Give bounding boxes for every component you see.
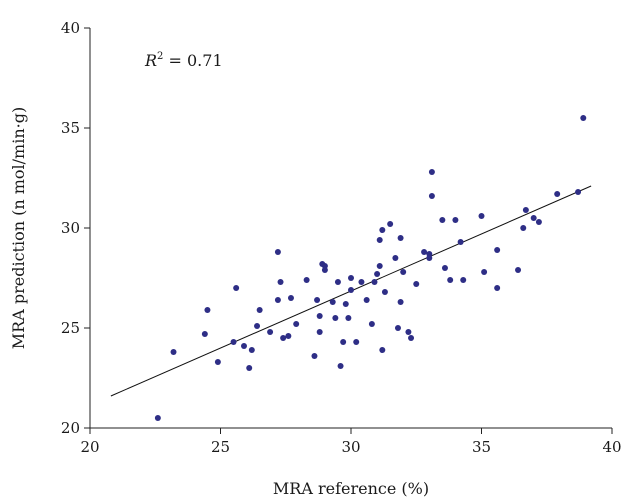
data-point bbox=[494, 247, 501, 253]
data-point bbox=[428, 169, 435, 175]
data-point bbox=[400, 269, 407, 275]
data-point bbox=[494, 285, 501, 291]
data-point bbox=[246, 365, 253, 371]
data-point bbox=[515, 267, 522, 273]
data-points bbox=[154, 115, 587, 421]
data-point bbox=[405, 329, 412, 335]
data-point bbox=[439, 217, 446, 223]
data-point bbox=[285, 333, 292, 339]
r-squared-superscript: 2 bbox=[157, 51, 163, 62]
x-tick-label: 30 bbox=[341, 438, 360, 456]
data-point bbox=[452, 217, 459, 223]
data-point bbox=[408, 335, 415, 341]
r-squared-annotation: R2 = 0.71 bbox=[144, 51, 223, 70]
data-point bbox=[274, 297, 281, 303]
data-point bbox=[274, 249, 281, 255]
data-point bbox=[394, 325, 401, 331]
data-point bbox=[392, 255, 399, 261]
data-point bbox=[353, 339, 360, 345]
data-point bbox=[280, 335, 287, 341]
data-point bbox=[348, 275, 354, 281]
data-point bbox=[316, 329, 323, 335]
x-tick-label: 35 bbox=[472, 438, 491, 456]
axes bbox=[89, 28, 612, 429]
data-point bbox=[447, 277, 454, 283]
data-point bbox=[345, 315, 352, 321]
data-point bbox=[240, 343, 247, 349]
data-point bbox=[374, 271, 381, 277]
data-point bbox=[387, 221, 394, 227]
data-point bbox=[248, 347, 255, 353]
data-point bbox=[580, 115, 587, 121]
data-point bbox=[214, 359, 221, 365]
data-point bbox=[267, 329, 274, 335]
data-point bbox=[397, 299, 404, 305]
data-point bbox=[332, 315, 339, 321]
y-tick-label: 20 bbox=[61, 419, 80, 437]
data-point bbox=[204, 307, 211, 313]
y-tick-label: 40 bbox=[61, 19, 80, 37]
data-point bbox=[368, 321, 375, 327]
data-point bbox=[575, 189, 582, 195]
data-point bbox=[303, 277, 310, 283]
r-squared-value: = 0.71 bbox=[163, 51, 222, 70]
data-point bbox=[342, 301, 349, 307]
data-point bbox=[379, 227, 386, 233]
data-point bbox=[376, 263, 383, 269]
data-point bbox=[230, 339, 237, 345]
data-point bbox=[348, 287, 354, 293]
data-point bbox=[256, 307, 263, 313]
data-point bbox=[233, 285, 240, 291]
data-point bbox=[520, 225, 527, 231]
data-point bbox=[254, 323, 261, 329]
data-point bbox=[441, 265, 448, 271]
data-point bbox=[522, 207, 529, 213]
data-point bbox=[554, 191, 561, 197]
data-point bbox=[154, 415, 161, 421]
y-tick-label: 35 bbox=[61, 119, 80, 137]
data-point bbox=[316, 313, 323, 319]
data-point bbox=[379, 347, 386, 353]
data-point bbox=[460, 277, 467, 283]
tick-labels: 20 25 30 35 40 20 25 30 35 40 bbox=[61, 19, 622, 456]
x-tick-label: 20 bbox=[80, 438, 99, 456]
data-point bbox=[340, 339, 347, 345]
data-point bbox=[311, 353, 318, 359]
data-point bbox=[337, 363, 344, 369]
data-point bbox=[170, 349, 177, 355]
x-axis-label: MRA reference (%) bbox=[273, 479, 429, 498]
y-tick-label: 30 bbox=[61, 219, 80, 237]
data-point bbox=[314, 297, 321, 303]
data-point bbox=[478, 213, 485, 219]
data-point bbox=[530, 215, 537, 221]
data-point bbox=[413, 281, 420, 287]
data-point bbox=[329, 299, 336, 305]
data-point bbox=[287, 295, 294, 301]
data-point bbox=[381, 289, 388, 295]
data-point bbox=[201, 331, 208, 337]
data-point bbox=[321, 267, 328, 273]
data-point bbox=[334, 279, 341, 285]
y-axis-label: MRA prediction (n mol/min·g) bbox=[9, 107, 28, 349]
data-point bbox=[358, 279, 365, 285]
data-point bbox=[376, 237, 383, 243]
data-point bbox=[421, 249, 428, 255]
data-point bbox=[371, 279, 378, 285]
y-tick-label: 25 bbox=[61, 319, 80, 337]
r-squared-symbol: R bbox=[144, 51, 157, 70]
data-point bbox=[535, 219, 542, 225]
data-point bbox=[457, 239, 464, 245]
data-point bbox=[277, 279, 284, 285]
x-tick-label: 25 bbox=[211, 438, 230, 456]
data-point bbox=[481, 269, 488, 275]
data-point bbox=[428, 193, 435, 199]
data-point bbox=[397, 235, 404, 241]
data-point bbox=[363, 297, 370, 303]
tick-marks bbox=[84, 27, 613, 434]
x-tick-label: 40 bbox=[602, 438, 621, 456]
data-point bbox=[293, 321, 300, 327]
data-point bbox=[426, 255, 433, 261]
